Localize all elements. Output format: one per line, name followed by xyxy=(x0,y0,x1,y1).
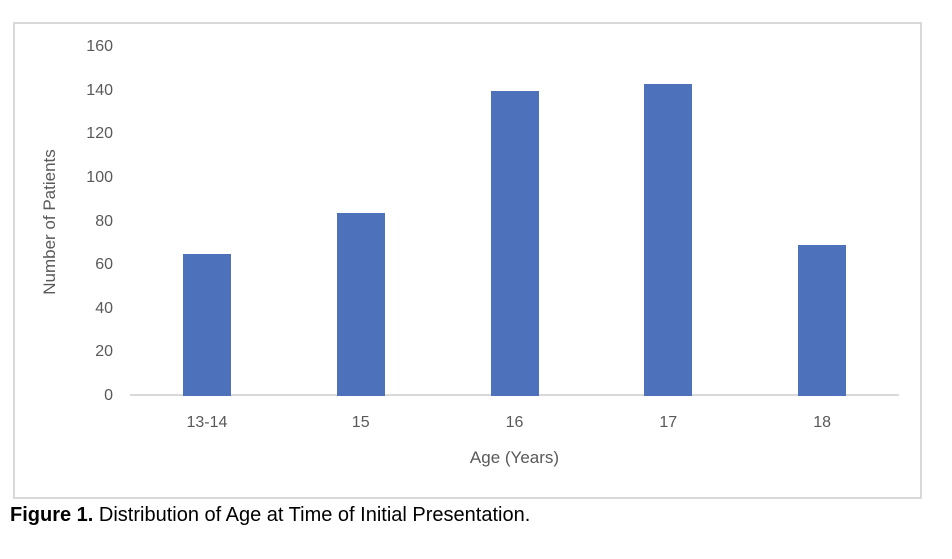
y-tick-label: 40 xyxy=(95,299,113,317)
y-tick-label: 60 xyxy=(95,256,113,274)
bar-17 xyxy=(644,84,693,396)
y-tick-label: 120 xyxy=(86,125,113,143)
bar-13-14 xyxy=(182,254,231,396)
bar-16 xyxy=(490,91,539,396)
x-tick-label: 17 xyxy=(659,414,678,431)
figure-caption-text: Distribution of Age at Time of Initial P… xyxy=(93,504,531,526)
y-tick-label: 20 xyxy=(95,343,113,361)
plot-area: Number of Patients Age (Years) 0 20 40 60 80… xyxy=(15,24,920,497)
x-tick-label: 13-14 xyxy=(186,414,228,431)
bar-18 xyxy=(798,245,847,396)
figure-caption-label: Figure 1. xyxy=(10,504,94,526)
y-tick-label: 140 xyxy=(86,81,113,99)
y-tick-label: 100 xyxy=(86,168,113,186)
x-axis-title: Age (Years) xyxy=(469,448,560,467)
x-tick-label: 16 xyxy=(505,414,524,431)
y-tick-label: 160 xyxy=(86,38,113,55)
chart-frame: Number of Patients Age (Years) 0 20 40 60 80… xyxy=(13,22,922,499)
figure-caption: Figure 1. Distribution of Age at Time of… xyxy=(10,504,945,527)
y-tick-label: 0 xyxy=(104,387,113,404)
bar-15 xyxy=(336,213,385,396)
x-tick-label: 18 xyxy=(813,414,831,431)
x-tick-label: 15 xyxy=(351,414,370,431)
y-tick-label: 80 xyxy=(95,212,113,230)
